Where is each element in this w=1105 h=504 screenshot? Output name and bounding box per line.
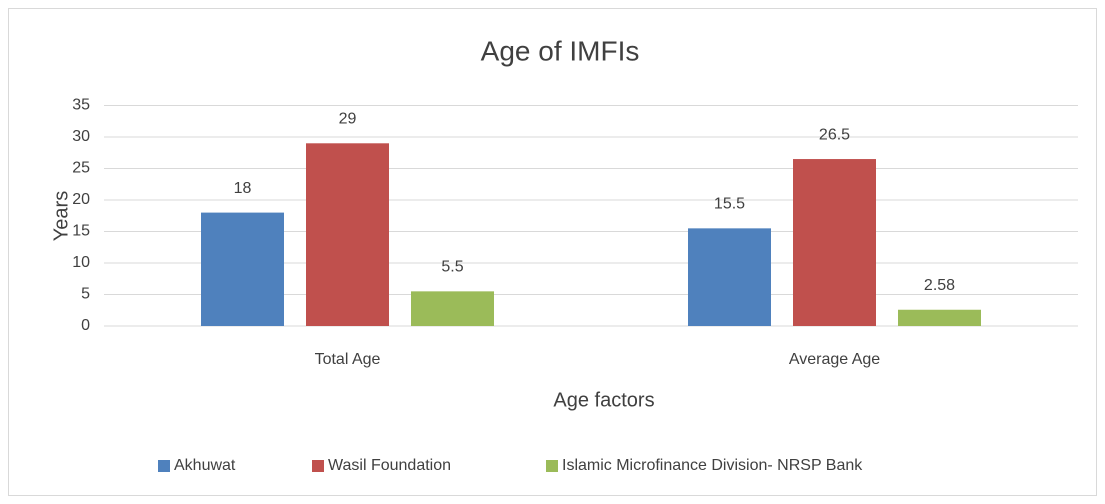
legend-swatch <box>158 460 170 472</box>
bar <box>793 159 876 326</box>
data-label: 5.5 <box>441 259 463 276</box>
bar <box>411 291 494 326</box>
legend-swatch <box>312 460 324 472</box>
y-tick-label: 10 <box>72 254 90 271</box>
data-label: 26.5 <box>819 126 850 143</box>
data-label: 15.5 <box>714 196 745 213</box>
y-tick-label: 25 <box>72 160 90 177</box>
y-tick-label: 5 <box>81 286 90 303</box>
bar <box>201 212 284 326</box>
y-tick-label: 30 <box>72 128 90 145</box>
x-tick-label: Total Age <box>315 351 381 368</box>
bar <box>688 228 771 326</box>
y-axis-label: Years <box>50 191 72 241</box>
legend-label: Wasil Foundation <box>328 457 451 474</box>
legend-swatch <box>546 460 558 472</box>
legend-label: Akhuwat <box>174 457 236 474</box>
y-tick-label: 20 <box>72 191 90 208</box>
data-label: 18 <box>234 180 252 197</box>
y-tick-label: 0 <box>81 317 90 334</box>
x-tick-label: Average Age <box>789 351 880 368</box>
bar <box>306 143 389 326</box>
data-label: 29 <box>339 111 357 128</box>
x-axis-label: Age factors <box>553 389 654 411</box>
chart-title: Age of IMFIs <box>481 35 640 66</box>
y-tick-label: 35 <box>72 97 90 114</box>
chart-border <box>8 8 1097 496</box>
y-tick-label: 15 <box>72 223 90 240</box>
bar <box>898 309 981 326</box>
legend-label: Islamic Microfinance Division- NRSP Bank <box>562 457 863 474</box>
data-label: 2.58 <box>924 277 955 294</box>
